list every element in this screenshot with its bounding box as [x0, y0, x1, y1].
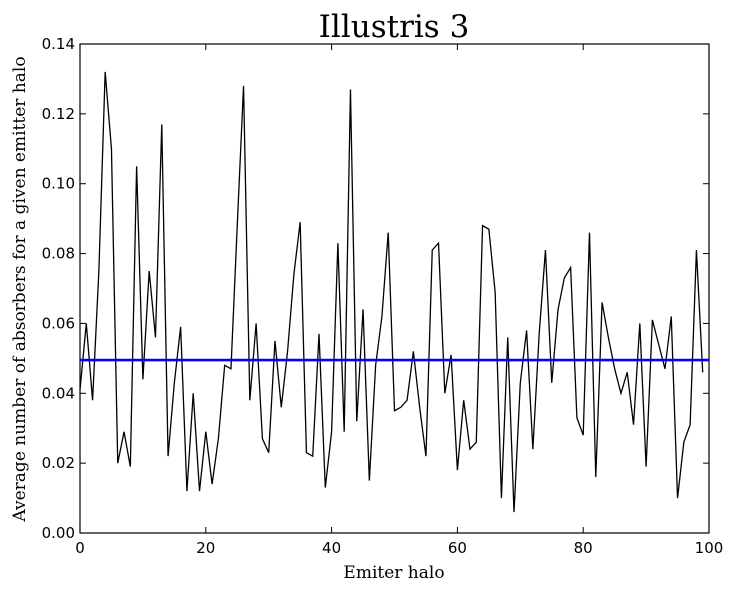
x-axis-label: Emiter halo: [343, 563, 444, 583]
x-tick-label: 40: [322, 539, 341, 557]
y-tick-label: 0.00: [42, 524, 75, 542]
y-axis-ticks: 0.00 0.02 0.04 0.06 0.08 0.10 0.12 0.14: [42, 35, 709, 542]
y-tick-label: 0.04: [42, 384, 75, 402]
plot-frame: [79, 43, 710, 534]
x-tick-label: 100: [695, 539, 724, 557]
x-tick-label: 80: [574, 539, 593, 557]
chart-title: Illustris 3: [319, 9, 470, 45]
y-tick-label: 0.06: [42, 314, 75, 332]
y-tick-label: 0.02: [42, 454, 75, 472]
absorbers-series-line: [79, 71, 704, 513]
y-axis-label: Average number of absorbers for a given …: [10, 56, 30, 522]
x-tick-label: 60: [448, 539, 467, 557]
y-tick-label: 0.12: [42, 105, 75, 123]
y-tick-label: 0.14: [42, 35, 75, 53]
series-layer: [79, 71, 709, 513]
x-tick-label: 0: [75, 539, 85, 557]
x-tick-label: 20: [196, 539, 215, 557]
y-tick-label: 0.08: [42, 245, 75, 263]
y-tick-label: 0.10: [42, 175, 75, 193]
x-axis-ticks: 0 20 40 60 80 100: [75, 44, 723, 557]
